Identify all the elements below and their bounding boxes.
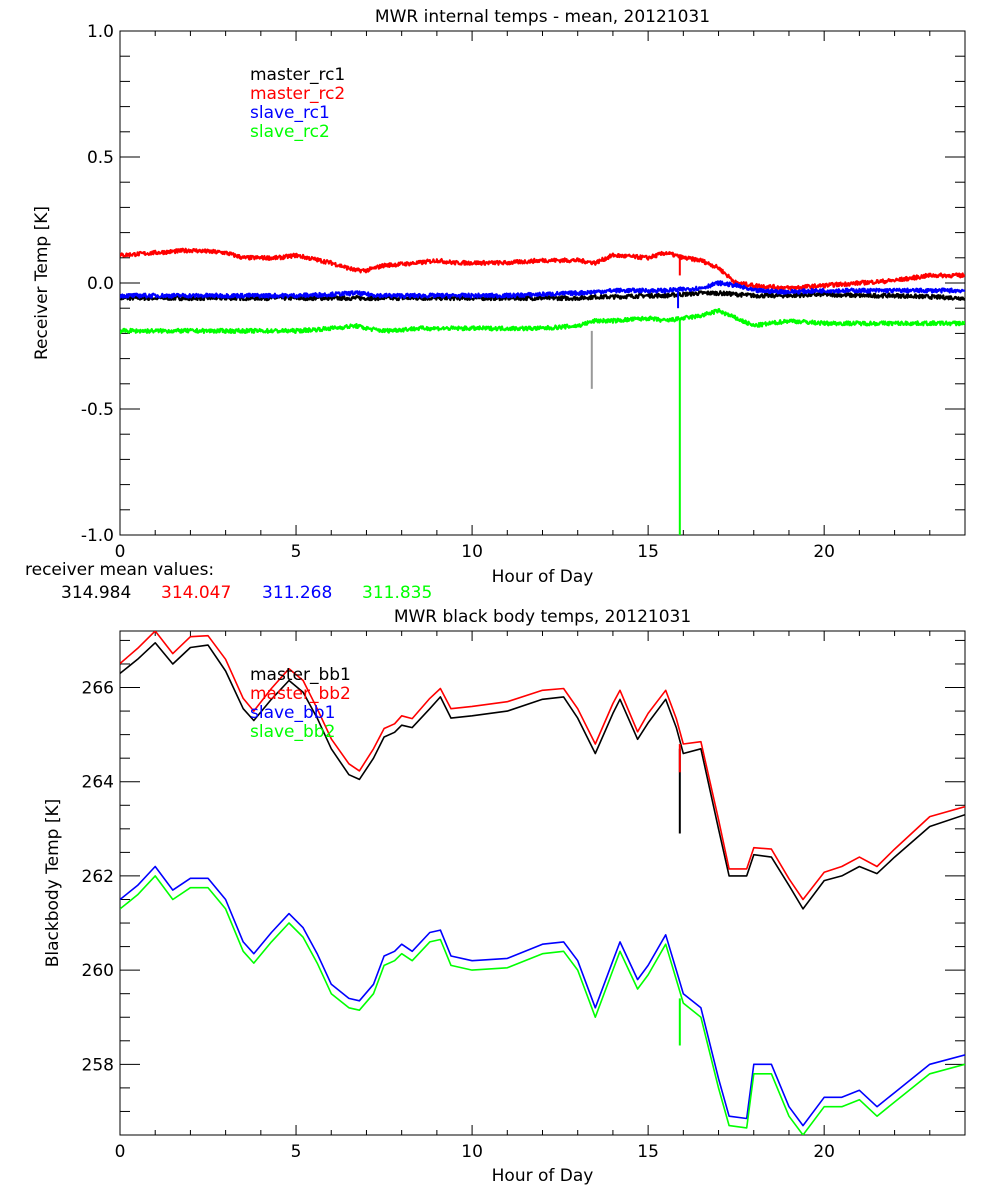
receiver-mean-slave-rc2: 311.835 (362, 583, 433, 603)
legend-entry-master-rc2: master_rc2 (250, 84, 345, 104)
plot-panel-2: MWR black body temps, 20121031 Hour of Da… (43, 607, 966, 1186)
x-tick-label: 15 (637, 1142, 659, 1162)
plot-frame (119, 630, 966, 1136)
series-line-master-rc2 (120, 247, 965, 291)
y-tick-label: 260 (82, 961, 114, 981)
y-tick-label: 262 (82, 867, 114, 887)
y-axis-label: Blackbody Temp [K] (43, 799, 63, 968)
receiver-mean-master-rc2: 314.047 (161, 583, 232, 603)
legend-entry-slave-bb1: slave_bb1 (250, 703, 335, 723)
x-tick-label: 10 (461, 542, 483, 562)
chart-title: MWR internal temps - mean, 20121031 (375, 7, 710, 27)
x-tick-label: 5 (291, 1142, 302, 1162)
y-tick-label: -0.5 (81, 400, 114, 420)
x-axis-label: Hour of Day (492, 1166, 594, 1186)
x-tick-label: 20 (813, 1142, 835, 1162)
series-line-master-bb2 (120, 631, 965, 901)
legend-entry-slave-bb2: slave_bb2 (250, 722, 335, 742)
x-tick-label: 15 (637, 542, 659, 562)
x-tick-label: 20 (813, 542, 835, 562)
y-tick-label: -1.0 (81, 526, 114, 546)
series-line-slave-bb1 (120, 865, 965, 1127)
x-tick-label: 5 (291, 542, 302, 562)
legend-entry-master-bb1: master_bb1 (250, 665, 351, 685)
x-tick-label: 0 (115, 1142, 126, 1162)
series-line-master-bb1 (120, 641, 965, 910)
receiver-mean-master-rc1: 314.984 (61, 583, 132, 603)
chart-title: MWR black body temps, 20121031 (394, 607, 691, 627)
legend-entry-slave-rc1: slave_rc1 (250, 103, 330, 123)
y-tick-label: 0.0 (87, 274, 114, 294)
x-axis-label: Hour of Day (492, 567, 594, 587)
x-tick-label: 0 (115, 542, 126, 562)
series-group (120, 247, 965, 535)
receiver-mean-label: receiver mean values: (25, 560, 215, 580)
series-line-master-rc1 (120, 290, 965, 302)
legend-entry-master-bb2: master_bb2 (250, 684, 351, 704)
y-tick-label: 0.5 (87, 148, 114, 168)
plot-panel-1: MWR internal temps - mean, 20121031 Hour … (32, 7, 966, 587)
x-tick-label: 10 (461, 1142, 483, 1162)
series-line-slave-rc2 (120, 308, 965, 334)
y-tick-label: 258 (82, 1055, 114, 1075)
legend-entry-slave-rc2: slave_rc2 (250, 122, 330, 142)
y-tick-label: 1.0 (87, 22, 114, 42)
y-axis-label: Receiver Temp [K] (32, 206, 52, 360)
y-tick-label: 264 (82, 773, 114, 793)
series-group (120, 631, 965, 1135)
series-line-slave-bb2 (120, 875, 965, 1135)
y-tick-label: 266 (82, 679, 114, 699)
legend-entry-master-rc1: master_rc1 (250, 65, 345, 85)
series-line-slave-rc1 (120, 280, 965, 299)
receiver-mean-slave-rc1: 311.268 (262, 583, 333, 603)
